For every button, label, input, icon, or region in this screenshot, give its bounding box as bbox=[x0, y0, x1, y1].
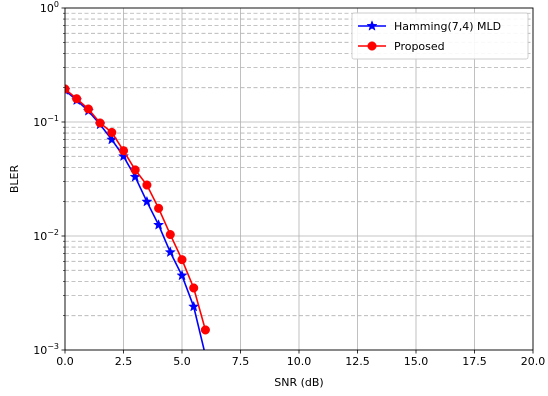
data-point bbox=[188, 300, 200, 312]
data-point bbox=[142, 180, 152, 190]
data-point bbox=[72, 94, 82, 104]
y-tick-label: 100 bbox=[40, 0, 59, 15]
legend-marker-hamming bbox=[366, 20, 378, 31]
x-tick-label: 7.5 bbox=[232, 355, 250, 368]
y-tick-label: 10−1 bbox=[33, 114, 59, 129]
data-point bbox=[83, 104, 93, 114]
data-point bbox=[117, 150, 130, 162]
data-point bbox=[152, 219, 165, 230]
x-axis: 0.0 2.5 5.0 7.5 10.0 12.5 15.0 17.5 20.0 bbox=[56, 350, 545, 368]
series-proposed bbox=[65, 84, 210, 335]
data-point bbox=[189, 283, 199, 293]
y-axis-label: BLER bbox=[8, 165, 21, 194]
x-tick-label: 0.0 bbox=[56, 355, 74, 368]
data-point bbox=[107, 127, 117, 137]
y-tick-label: 10−3 bbox=[33, 342, 59, 357]
legend-label-hamming: Hamming(7,4) MLD bbox=[394, 20, 501, 33]
data-point bbox=[177, 255, 187, 265]
x-tick-label: 20.0 bbox=[521, 355, 546, 368]
x-tick-label: 2.5 bbox=[115, 355, 133, 368]
x-tick-label: 17.5 bbox=[462, 355, 487, 368]
series-layer bbox=[65, 84, 210, 350]
legend-label-proposed: Proposed bbox=[394, 40, 445, 53]
legend-box bbox=[351, 12, 529, 60]
x-tick-label: 10.0 bbox=[287, 355, 312, 368]
x-tick-label: 15.0 bbox=[404, 355, 429, 368]
data-point bbox=[200, 325, 210, 335]
data-point bbox=[154, 203, 164, 213]
legend: Hamming(7,4) MLD Proposed bbox=[351, 12, 529, 60]
data-point bbox=[176, 269, 188, 281]
legend-marker-shape bbox=[366, 20, 378, 31]
data-point bbox=[165, 229, 175, 240]
x-tick-label: 12.5 bbox=[345, 355, 370, 368]
legend-marker-proposed bbox=[367, 41, 377, 51]
x-tick-label: 5.0 bbox=[173, 355, 191, 368]
y-tick-label: 10−2 bbox=[33, 228, 59, 243]
legend-marker-shape bbox=[367, 41, 377, 51]
data-point bbox=[141, 195, 153, 207]
data-point bbox=[95, 118, 105, 128]
x-axis-label: SNR (dB) bbox=[274, 376, 323, 389]
y-axis: 10−3 10−2 10−1 100 bbox=[33, 0, 65, 357]
data-point bbox=[118, 146, 129, 156]
data-point bbox=[130, 165, 140, 175]
data-point bbox=[164, 246, 176, 258]
